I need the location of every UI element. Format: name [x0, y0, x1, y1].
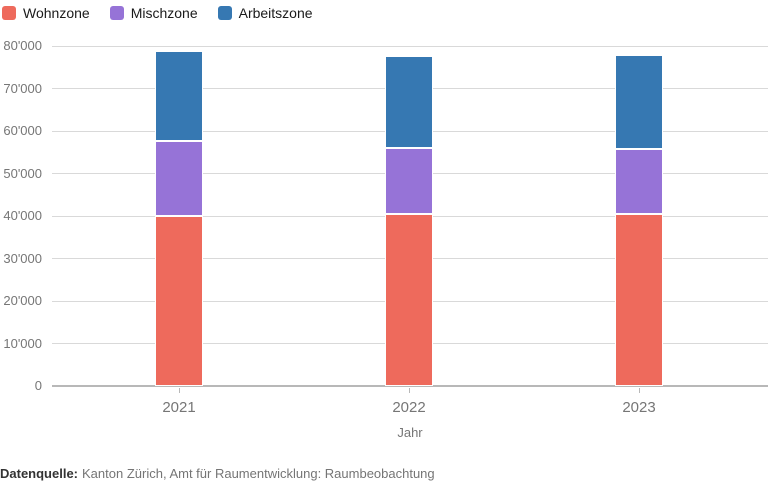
- y-tick-label-0: 0: [34, 378, 42, 393]
- legend-swatch-arbeitszone-icon: [217, 6, 232, 20]
- y-tick-label-40000: 40'000: [3, 208, 42, 223]
- y-tick-label-30000: 30'000: [3, 250, 42, 266]
- x-axis-title: Jahr: [397, 425, 423, 440]
- legend-label-arbeitszone: Arbeitszone: [238, 5, 313, 21]
- legend: Wohnzone Mischzone Arbeitszone: [2, 6, 333, 20]
- legend-label-wohnzone: Wohnzone: [23, 5, 90, 21]
- x-tick-label-2023: 2023: [622, 399, 656, 416]
- legend-swatch-mischzone-icon: [109, 6, 124, 20]
- bar-segment-2023-mischzone[interactable]: [615, 149, 663, 215]
- bar-segment-2021-mischzone[interactable]: [155, 141, 203, 217]
- gridline-80000: [52, 45, 768, 47]
- bar-column-2023: [524, 46, 754, 386]
- bar-column-2022: [294, 46, 524, 386]
- source-note: Datenquelle: Kanton Zürich, Amt für Raume…: [0, 466, 435, 481]
- bar-segment-2022-arbeitszone[interactable]: [385, 55, 433, 149]
- y-tick-label-10000: 10'000: [3, 335, 42, 351]
- source-label: Datenquelle:: [0, 466, 79, 481]
- bar-segment-2022-mischzone[interactable]: [385, 148, 433, 215]
- x-tick-2022: [409, 388, 410, 393]
- bar-segment-2022-wohnzone[interactable]: [385, 214, 433, 386]
- x-axis-baseline: [52, 385, 768, 387]
- y-tick-label-60000: 60'000: [3, 123, 42, 138]
- legend-label-mischzone: Mischzone: [130, 5, 198, 21]
- bar-segment-2021-arbeitszone[interactable]: [155, 51, 203, 142]
- y-tick-label-70000: 70'000: [3, 80, 42, 96]
- legend-swatch-wohnzone-icon: [2, 6, 16, 20]
- bar-segment-2023-wohnzone[interactable]: [615, 214, 663, 386]
- bar-column-2021: [64, 46, 294, 386]
- x-tick-label-2021: 2021: [162, 399, 196, 416]
- x-tick-2023: [639, 388, 640, 393]
- legend-item-mischzone[interactable]: Mischzone: [109, 5, 198, 21]
- x-tick-label-2022: 2022: [392, 399, 426, 416]
- bar-segment-2021-wohnzone[interactable]: [155, 216, 203, 386]
- x-tick-2021: [179, 388, 180, 393]
- legend-item-wohnzone[interactable]: Wohnzone: [2, 6, 90, 20]
- y-tick-label-50000: 50'000: [3, 165, 42, 181]
- source-text: Kanton Zürich, Amt für Raumentwicklung: …: [82, 466, 435, 481]
- y-tick-label-20000: 20'000: [3, 293, 42, 308]
- y-tick-label-80000: 80'000: [3, 38, 42, 53]
- bar-segment-2023-arbeitszone[interactable]: [615, 54, 663, 150]
- legend-item-arbeitszone[interactable]: Arbeitszone: [217, 5, 313, 21]
